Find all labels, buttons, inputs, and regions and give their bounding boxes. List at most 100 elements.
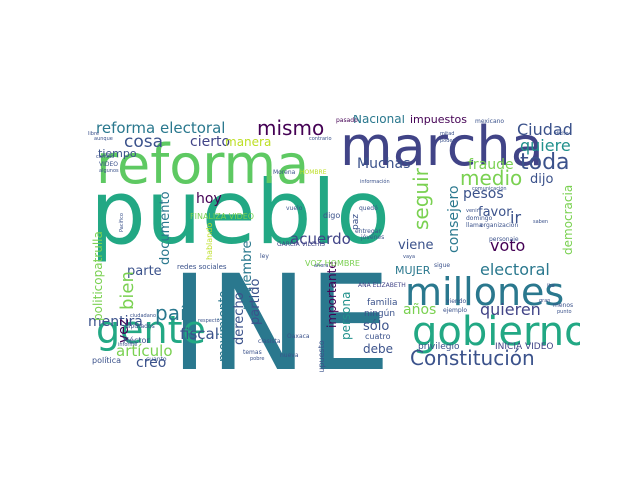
word-cosa: cosa bbox=[124, 132, 163, 152]
word-voto: voto bbox=[490, 236, 525, 255]
word-hector: Héctor bbox=[123, 335, 150, 345]
word-respecto: respecto bbox=[198, 318, 220, 324]
word-acuerdo: acuerdo bbox=[290, 230, 351, 248]
word-algunos: algunos bbox=[99, 168, 119, 174]
word-solo: sólo bbox=[363, 319, 389, 334]
word-ahora: ahora bbox=[314, 263, 328, 269]
word-sigue: sigue bbox=[434, 262, 450, 269]
word-cuatro: cuatro bbox=[365, 332, 391, 341]
word-diputados: diputados bbox=[125, 323, 155, 330]
word-consejero: consejero bbox=[446, 185, 462, 253]
word-gente: gente bbox=[96, 308, 206, 352]
word-dicho: dicho bbox=[555, 131, 569, 137]
word-cloud: pueblo INE reforma marcha gente gobierno millo… bbox=[80, 115, 580, 372]
word-hablando: hablando bbox=[205, 223, 214, 260]
word-venir: venir bbox=[466, 208, 480, 214]
word-impuestos: impuestos bbox=[410, 115, 467, 126]
word-gran: gran bbox=[539, 298, 550, 304]
word-poder: poder bbox=[440, 138, 455, 144]
word-viendo: viendo bbox=[446, 298, 467, 305]
word-documento: documento bbox=[158, 191, 173, 265]
word-muchas: Muchas bbox=[357, 156, 410, 172]
word-ley: ley bbox=[260, 253, 269, 260]
word-jovenes: jóvenes bbox=[360, 234, 384, 241]
word-hoy: hoy bbox=[196, 191, 222, 207]
word-manera: manera bbox=[225, 135, 271, 149]
word-privilegio: privilegio bbox=[418, 342, 460, 352]
word-ejemplo: ejemplo bbox=[443, 307, 467, 314]
word-partido: partido bbox=[248, 278, 263, 325]
word-aunque: aunque bbox=[94, 136, 113, 142]
word-temas: temas bbox=[243, 349, 262, 356]
word-iba: iba bbox=[547, 283, 555, 289]
word-marcha: marcha bbox=[340, 115, 544, 178]
word-inicia-video: INICIA VIDEO bbox=[495, 342, 554, 352]
word-punto: punto bbox=[557, 309, 572, 315]
word-bien: bien bbox=[117, 271, 138, 310]
word-familia: familia bbox=[367, 298, 397, 308]
word-mexicano: mexicano bbox=[475, 118, 504, 125]
word-informe: informe bbox=[118, 342, 137, 348]
word-tiempo: tiempo bbox=[98, 147, 137, 160]
word-pacifico: Pacífico bbox=[118, 213, 125, 232]
word-vaya: vaya bbox=[403, 254, 415, 260]
word-creo: creo bbox=[136, 355, 166, 371]
word-comunicacion: comunicación bbox=[472, 185, 507, 192]
word-domingo: domingo bbox=[466, 215, 493, 222]
word-reforma: reforma bbox=[96, 133, 309, 196]
word-quieren: quieren bbox=[480, 300, 541, 319]
word-entregar: entregar bbox=[355, 228, 381, 235]
word-camino: camino bbox=[96, 154, 114, 160]
word-pasado: pasado bbox=[336, 117, 358, 124]
word-finaliza-video: FINALIZA VIDEO bbox=[190, 212, 254, 221]
word-seguir: seguir bbox=[409, 167, 433, 230]
word-ir: ir bbox=[510, 208, 521, 227]
word-contrario: contrario bbox=[309, 136, 332, 142]
word-politicopatrulla: politicopatrulla bbox=[91, 231, 105, 321]
word-voz-hombre: VOZ HOMBRE bbox=[305, 259, 360, 268]
word-paz: paz bbox=[351, 214, 361, 230]
word-persona: persona bbox=[339, 292, 353, 341]
word-mentira: mentira bbox=[88, 314, 143, 330]
word-dijo: dijo bbox=[530, 172, 553, 187]
word-cloud-background bbox=[80, 115, 580, 372]
word-nacional: Nacional bbox=[353, 115, 405, 126]
word-nueva: nueva bbox=[280, 352, 299, 359]
word-clasista: clasista bbox=[258, 338, 281, 345]
word-vuelo: vuelo bbox=[286, 205, 303, 212]
word-toda: toda bbox=[520, 150, 570, 175]
word-fiscal: fiscal bbox=[180, 325, 219, 343]
word-llama: llama bbox=[466, 222, 483, 229]
word-debe: debe bbox=[363, 342, 393, 356]
word-articulo: artículo bbox=[116, 342, 173, 360]
word-importante: importante bbox=[325, 261, 339, 328]
word-politica: política bbox=[92, 356, 121, 365]
word-viene: viene bbox=[398, 238, 434, 253]
word-noviembre: noviembre bbox=[240, 241, 255, 310]
word-ana-elizabeth: ANA ELIZABETH bbox=[358, 282, 406, 289]
word-ningun: ningún bbox=[364, 309, 395, 319]
word-ine: INE bbox=[170, 247, 391, 372]
word-pobre: pobre bbox=[250, 356, 264, 362]
word-digo: digo bbox=[323, 211, 340, 220]
word-mitad: mitad bbox=[440, 131, 454, 137]
word-gobierno: gobierno bbox=[412, 309, 580, 355]
word-millones: millones bbox=[405, 270, 564, 314]
word-quiere: quiere bbox=[520, 136, 571, 155]
word-informacion: información bbox=[360, 178, 390, 185]
word-morena: Morena bbox=[273, 169, 296, 176]
word-cuanto: cuanto bbox=[146, 356, 167, 363]
word-favor: favor bbox=[478, 205, 512, 220]
word-video: VIDEO bbox=[99, 161, 118, 168]
word-presupuesto: presupuesto bbox=[317, 340, 326, 372]
word-parte: parte bbox=[127, 264, 162, 279]
word-anos: años bbox=[403, 302, 436, 318]
word-libre: libre bbox=[88, 131, 99, 137]
word-redes-sociales: redes sociales bbox=[177, 263, 227, 271]
word-electoral: electoral bbox=[480, 260, 550, 279]
word-democracia: democracia bbox=[561, 185, 575, 255]
word-movimiento: movimiento bbox=[216, 290, 230, 362]
word-constitucion: Constitución bbox=[410, 346, 535, 370]
